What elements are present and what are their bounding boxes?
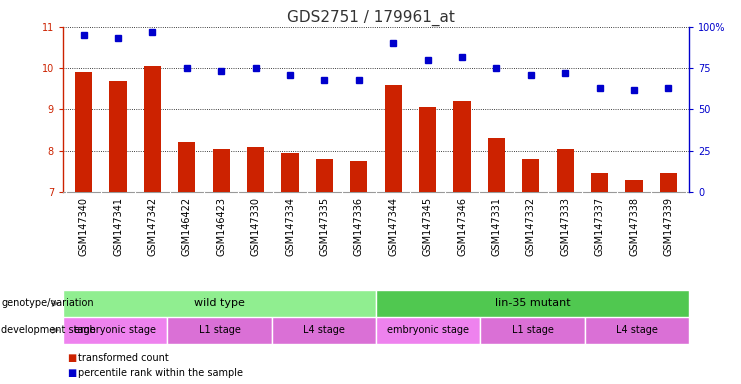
Text: L1 stage: L1 stage — [199, 325, 241, 335]
Text: GSM147335: GSM147335 — [319, 197, 330, 256]
Bar — [144, 66, 161, 192]
Text: development stage: development stage — [1, 325, 96, 335]
Text: GSM147331: GSM147331 — [491, 197, 502, 256]
Text: GSM147345: GSM147345 — [422, 197, 433, 256]
Text: GSM147337: GSM147337 — [595, 197, 605, 256]
Bar — [625, 180, 642, 192]
Text: GSM146422: GSM146422 — [182, 197, 192, 256]
Bar — [213, 149, 230, 192]
Text: GSM147346: GSM147346 — [457, 197, 467, 256]
Text: percentile rank within the sample: percentile rank within the sample — [78, 368, 243, 378]
Text: transformed count: transformed count — [78, 353, 168, 363]
Text: GSM146423: GSM146423 — [216, 197, 226, 256]
Bar — [167, 317, 272, 344]
Text: ■: ■ — [67, 353, 76, 363]
Bar — [488, 138, 505, 192]
Bar — [591, 174, 608, 192]
Text: GSM147333: GSM147333 — [560, 197, 571, 256]
Text: GSM147338: GSM147338 — [629, 197, 639, 256]
Text: GSM147336: GSM147336 — [354, 197, 364, 256]
Bar — [585, 317, 689, 344]
Bar — [247, 147, 265, 192]
Text: lin-35 mutant: lin-35 mutant — [495, 298, 571, 308]
Bar — [419, 108, 436, 192]
Text: L1 stage: L1 stage — [511, 325, 554, 335]
Bar — [556, 149, 574, 192]
Text: GSM147340: GSM147340 — [79, 197, 89, 256]
Bar — [316, 159, 333, 192]
Text: GSM147332: GSM147332 — [526, 197, 536, 256]
Text: GDS2751 / 179961_at: GDS2751 / 179961_at — [287, 10, 454, 26]
Text: GSM147339: GSM147339 — [663, 197, 674, 256]
Bar — [350, 161, 368, 192]
Bar — [376, 290, 689, 317]
Text: GSM147330: GSM147330 — [250, 197, 261, 256]
Bar — [522, 159, 539, 192]
Bar — [385, 85, 402, 192]
Text: ■: ■ — [67, 368, 76, 378]
Text: wild type: wild type — [194, 298, 245, 308]
Bar — [63, 317, 167, 344]
Bar — [453, 101, 471, 192]
Text: GSM147334: GSM147334 — [285, 197, 295, 256]
Text: genotype/variation: genotype/variation — [1, 298, 94, 308]
Bar — [110, 81, 127, 192]
Bar — [480, 317, 585, 344]
Text: embryonic stage: embryonic stage — [74, 325, 156, 335]
Bar — [63, 290, 376, 317]
Text: GSM147341: GSM147341 — [113, 197, 123, 256]
Bar — [272, 317, 376, 344]
Bar — [282, 153, 299, 192]
Text: L4 stage: L4 stage — [616, 325, 658, 335]
Text: GSM147342: GSM147342 — [147, 197, 157, 256]
Bar — [376, 317, 480, 344]
Bar — [75, 72, 92, 192]
Bar — [179, 142, 196, 192]
Text: embryonic stage: embryonic stage — [388, 325, 469, 335]
Bar — [660, 174, 677, 192]
Text: GSM147344: GSM147344 — [388, 197, 398, 256]
Text: L4 stage: L4 stage — [303, 325, 345, 335]
